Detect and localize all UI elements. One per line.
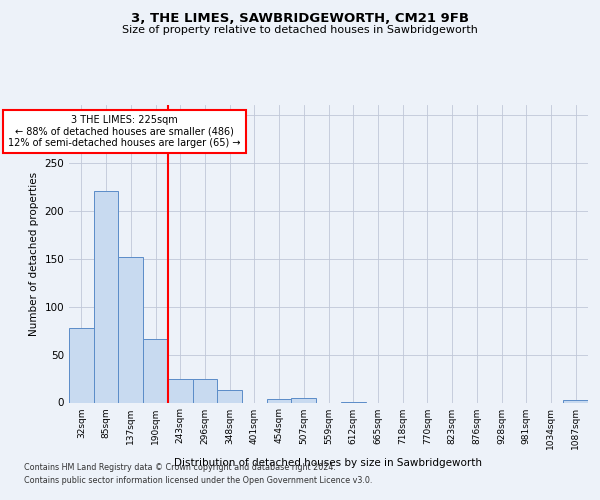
Bar	[292, 398, 316, 402]
X-axis label: Distribution of detached houses by size in Sawbridgeworth: Distribution of detached houses by size …	[175, 458, 482, 468]
Bar	[267, 398, 292, 402]
Text: Contains HM Land Registry data © Crown copyright and database right 2024.: Contains HM Land Registry data © Crown c…	[24, 462, 336, 471]
Bar	[217, 390, 242, 402]
Bar	[94, 192, 118, 402]
Text: Size of property relative to detached houses in Sawbridgeworth: Size of property relative to detached ho…	[122, 25, 478, 35]
Bar	[168, 378, 193, 402]
Text: 3, THE LIMES, SAWBRIDGEWORTH, CM21 9FB: 3, THE LIMES, SAWBRIDGEWORTH, CM21 9FB	[131, 12, 469, 26]
Bar	[118, 256, 143, 402]
Bar	[193, 378, 217, 402]
Bar	[143, 339, 168, 402]
Text: Contains public sector information licensed under the Open Government Licence v3: Contains public sector information licen…	[24, 476, 373, 485]
Text: 3 THE LIMES: 225sqm
← 88% of detached houses are smaller (486)
12% of semi-detac: 3 THE LIMES: 225sqm ← 88% of detached ho…	[8, 114, 241, 148]
Bar	[563, 400, 588, 402]
Bar	[69, 328, 94, 402]
Y-axis label: Number of detached properties: Number of detached properties	[29, 172, 39, 336]
